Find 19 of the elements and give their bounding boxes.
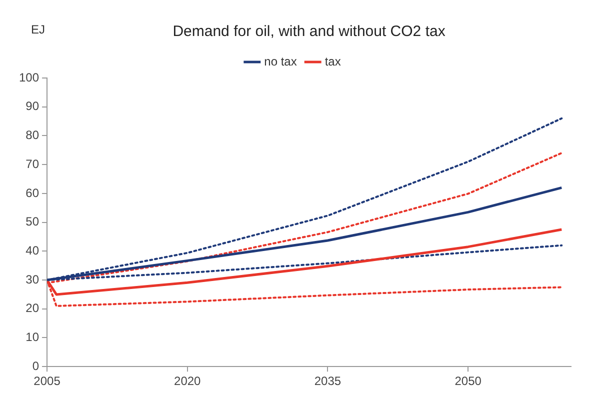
legend-label: tax — [324, 54, 341, 68]
y-tick-label: 40 — [26, 243, 40, 258]
y-axis-title: EJ — [30, 22, 46, 36]
y-tick-label: 80 — [26, 128, 40, 142]
y-tick-label: 0 — [32, 358, 40, 373]
y-tick-label: 50 — [26, 214, 40, 229]
y-tick-label: 10 — [26, 330, 40, 344]
x-tick-label: 2050 — [454, 374, 482, 388]
legend-label: no tax — [264, 54, 297, 68]
y-tick-label: 70 — [26, 156, 40, 171]
y-tick-label: 90 — [26, 99, 40, 114]
x-tick-label: 2005 — [34, 374, 61, 388]
x-tick-label: 2035 — [314, 374, 342, 388]
y-tick-label: 100 — [18, 70, 40, 84]
y-tick-label: 20 — [26, 301, 40, 316]
x-tick-label: 2020 — [174, 374, 202, 388]
chart-title: Demand for oil, with and without CO2 tax — [172, 23, 446, 40]
y-tick-label: 60 — [26, 186, 40, 200]
y-tick-label: 30 — [26, 272, 40, 286]
